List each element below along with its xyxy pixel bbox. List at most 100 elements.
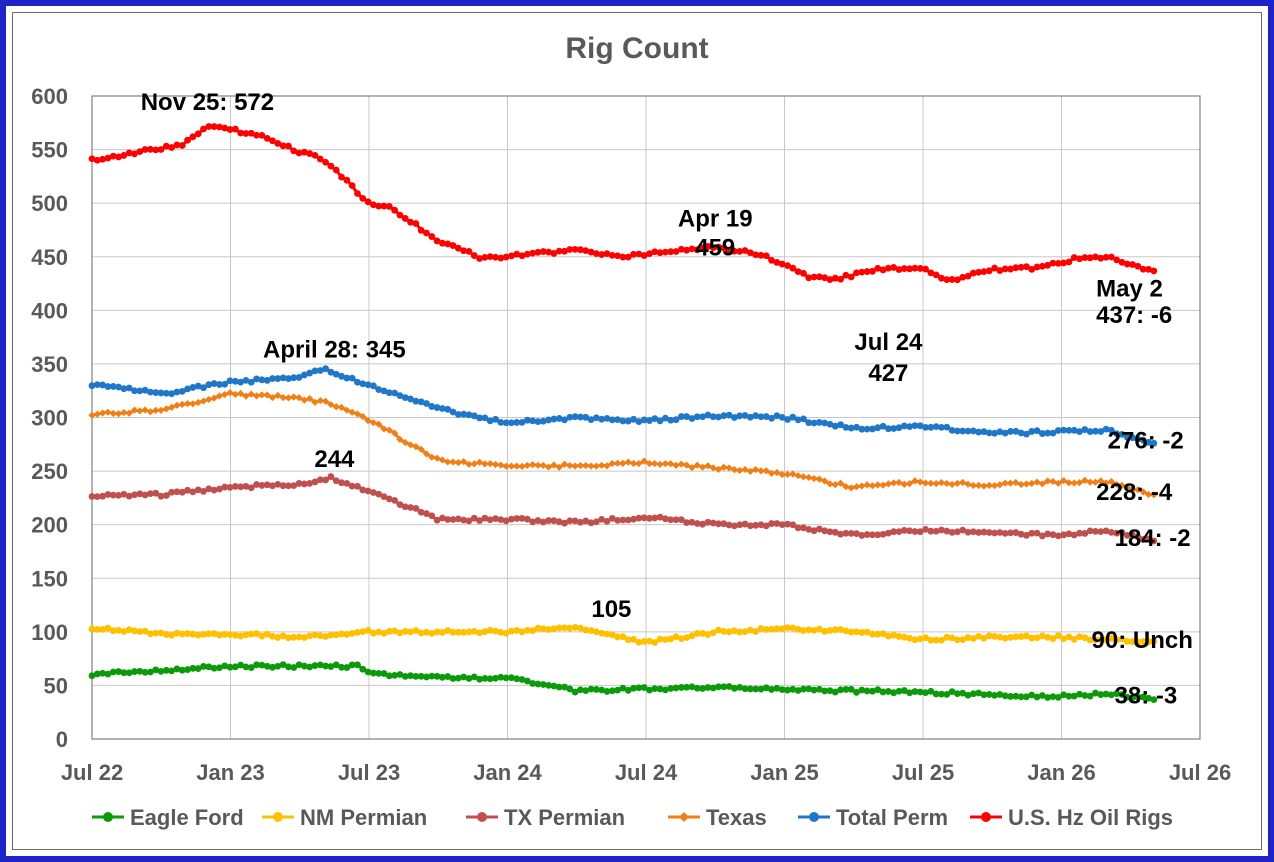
data-point [375,420,383,428]
data-point [173,388,181,396]
data-point [492,674,499,682]
data-point [640,684,648,691]
data-point [661,515,669,523]
data-point [454,411,462,418]
data-point [513,515,521,522]
data-point [969,481,977,490]
data-point [969,635,977,642]
data-point [646,686,653,694]
data-point [1007,693,1014,700]
data-point [800,524,807,532]
data-point [635,459,643,468]
data-point [800,269,807,277]
legend-item: U.S. Hz Oil Rigs [970,805,1173,830]
data-point [1113,636,1121,644]
data-point [709,519,717,527]
data-point [438,456,447,464]
data-point [619,516,627,524]
data-point [422,450,431,458]
data-point [900,480,908,488]
data-point [444,405,452,413]
data-point [672,416,680,424]
data-point [539,518,547,526]
data-point [853,423,860,431]
data-point [481,254,489,261]
data-point [263,630,271,638]
data-point [364,668,372,676]
data-point [858,686,866,694]
data-point [938,423,945,431]
data-point [635,514,643,522]
data-point [518,628,526,636]
data-point [104,408,112,416]
data-point [943,276,951,284]
data-point [869,630,876,638]
data-point [518,514,526,522]
data-point [757,251,765,259]
data-point [725,628,733,636]
data-point [539,248,547,255]
data-point [815,625,823,633]
y-axis-tick-labels: 0 50 100 150 200 250 300 350 400 450 500 550 600 [31,84,68,752]
data-point [1059,476,1068,485]
data-point [1017,263,1025,271]
data-point [571,517,579,525]
data-point [709,244,717,252]
data-point [178,142,186,149]
data-point [852,483,861,491]
data-point [316,155,324,163]
data-label: 105 [591,596,631,623]
data-point [635,684,643,692]
data-point [269,375,276,382]
data-point [252,392,261,400]
data-point [677,516,685,524]
data-point [1054,632,1062,640]
data-point [587,685,595,693]
data-point [508,419,515,427]
data-point [1113,690,1121,697]
data-point [412,627,420,634]
data-point [757,413,765,421]
data-point [343,374,351,382]
data-point [444,458,452,466]
data-point [858,482,866,490]
data-point [736,628,744,636]
data-point [364,417,372,425]
data-point [407,395,414,403]
data-point [534,418,542,425]
legend: Eagle Ford NM Permian TX Permian Texas Total… [92,805,1173,830]
data-point [815,273,823,281]
data-point [953,276,961,284]
data-point [571,245,579,253]
data-point [93,410,101,418]
y-tick-label: 100 [31,620,68,645]
data-point [821,274,829,282]
data-point [444,673,452,680]
data-point [476,629,483,637]
data-label: April 28: 345 [263,336,406,363]
data-point [263,662,271,670]
data-point [406,441,415,449]
data-point [497,516,505,524]
data-point [842,686,850,693]
data-point [582,687,590,695]
data-point [842,529,850,537]
data-point [953,690,961,698]
data-point [1076,633,1083,641]
data-point [757,467,765,475]
data-point [938,636,945,644]
data-point [693,520,701,527]
data-point [1145,265,1152,273]
data-point [619,253,627,261]
data-point [401,628,409,635]
data-point [1023,430,1030,438]
data-point [545,626,552,633]
data-point [354,628,361,636]
data-point [651,248,659,256]
data-point [916,422,924,430]
data-point [715,626,722,634]
data-point [980,634,988,642]
data-point [805,525,813,533]
data-point [534,680,542,688]
